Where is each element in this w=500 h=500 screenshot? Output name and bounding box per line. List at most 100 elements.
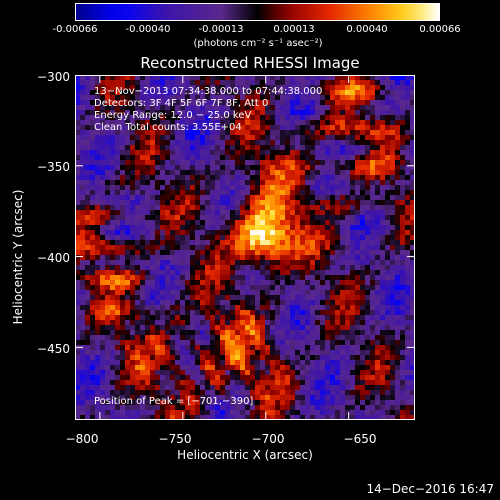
heatmap-cell (95, 275, 101, 281)
heatmap-cell (290, 215, 296, 221)
heatmap-cell (175, 400, 181, 406)
heatmap-cell (155, 405, 161, 411)
heatmap-cell (140, 105, 146, 111)
heatmap-cell (265, 90, 271, 96)
heatmap-cell (290, 275, 296, 281)
heatmap-cell (75, 125, 81, 131)
heatmap-cell (410, 160, 415, 166)
heatmap-cell (340, 130, 346, 136)
heatmap-cell (395, 345, 401, 351)
heatmap-cell (250, 240, 256, 246)
heatmap-cell (195, 120, 201, 126)
heatmap-cell (255, 75, 261, 81)
heatmap-cell (190, 290, 196, 296)
heatmap-cell (95, 230, 101, 236)
heatmap-cell (210, 295, 216, 301)
heatmap-cell (275, 85, 281, 91)
heatmap-cell (210, 160, 216, 166)
heatmap-cell (140, 405, 146, 411)
heatmap-cell (375, 115, 381, 121)
heatmap-cell (130, 90, 136, 96)
heatmap-cell (225, 325, 231, 331)
heatmap-cell (270, 110, 276, 116)
heatmap-cell (370, 260, 376, 266)
heatmap-cell (330, 160, 336, 166)
heatmap-cell (335, 265, 341, 271)
heatmap-cell (140, 315, 146, 321)
heatmap-cell (250, 360, 256, 366)
heatmap-cell (145, 105, 151, 111)
heatmap-cell (180, 375, 186, 381)
heatmap-cell (355, 320, 361, 326)
heatmap-cell (230, 265, 236, 271)
heatmap-cell (165, 275, 171, 281)
heatmap-cell (285, 190, 291, 196)
heatmap-cell (105, 150, 111, 156)
heatmap-cell (165, 405, 171, 411)
heatmap-cell (375, 235, 381, 241)
heatmap-cell (410, 330, 415, 336)
heatmap-cell (320, 325, 326, 331)
heatmap-cell (260, 190, 266, 196)
heatmap-cell (305, 235, 311, 241)
heatmap-cell (390, 165, 396, 171)
heatmap-cell (335, 75, 341, 81)
heatmap-cell (205, 355, 211, 361)
heatmap-cell (370, 210, 376, 216)
heatmap-cell (290, 235, 296, 241)
heatmap-cell (225, 350, 231, 356)
heatmap-cell (220, 355, 226, 361)
heatmap-cell (100, 165, 106, 171)
heatmap-cell (75, 235, 81, 241)
heatmap-cell (305, 225, 311, 231)
heatmap-cell (125, 100, 131, 106)
heatmap-cell (340, 335, 346, 341)
heatmap-cell (120, 385, 126, 391)
heatmap-cell (250, 270, 256, 276)
heatmap-cell (390, 235, 396, 241)
heatmap-cell (370, 130, 376, 136)
heatmap-cell (275, 340, 281, 346)
heatmap-cell (135, 115, 141, 121)
heatmap-cell (410, 280, 415, 286)
heatmap-cell (410, 335, 415, 341)
heatmap-cell (250, 285, 256, 291)
heatmap-cell (375, 400, 381, 406)
heatmap-cell (225, 80, 231, 86)
heatmap-cell (340, 315, 346, 321)
heatmap-cell (175, 90, 181, 96)
heatmap-cell (330, 300, 336, 306)
heatmap-cell (80, 340, 86, 346)
heatmap-cell (205, 285, 211, 291)
heatmap-cell (410, 325, 415, 331)
heatmap-cell (75, 195, 81, 201)
heatmap-cell (305, 340, 311, 346)
heatmap-cell (375, 140, 381, 146)
heatmap-cell (105, 105, 111, 111)
heatmap-cell (95, 325, 101, 331)
heatmap-cell (140, 375, 146, 381)
heatmap-cell (215, 415, 221, 420)
heatmap-cell (255, 80, 261, 86)
heatmap-cell (410, 105, 415, 111)
heatmap-cell (85, 160, 91, 166)
heatmap-cell (255, 265, 261, 271)
heatmap-cell (160, 325, 166, 331)
heatmap-cell (155, 85, 161, 91)
heatmap-cell (120, 75, 126, 81)
heatmap-cell (75, 375, 81, 381)
heatmap-cell (85, 310, 91, 316)
heatmap-cell (300, 385, 306, 391)
heatmap-cell (295, 280, 301, 286)
heatmap-cell (145, 225, 151, 231)
heatmap-cell (85, 155, 91, 161)
heatmap-cell (240, 205, 246, 211)
heatmap-cell (175, 185, 181, 191)
heatmap-cell (250, 280, 256, 286)
heatmap-cell (340, 310, 346, 316)
heatmap-cell (165, 315, 171, 321)
heatmap-cell (365, 270, 371, 276)
heatmap-cell (100, 150, 106, 156)
heatmap-cell (120, 90, 126, 96)
heatmap-cell (410, 390, 415, 396)
